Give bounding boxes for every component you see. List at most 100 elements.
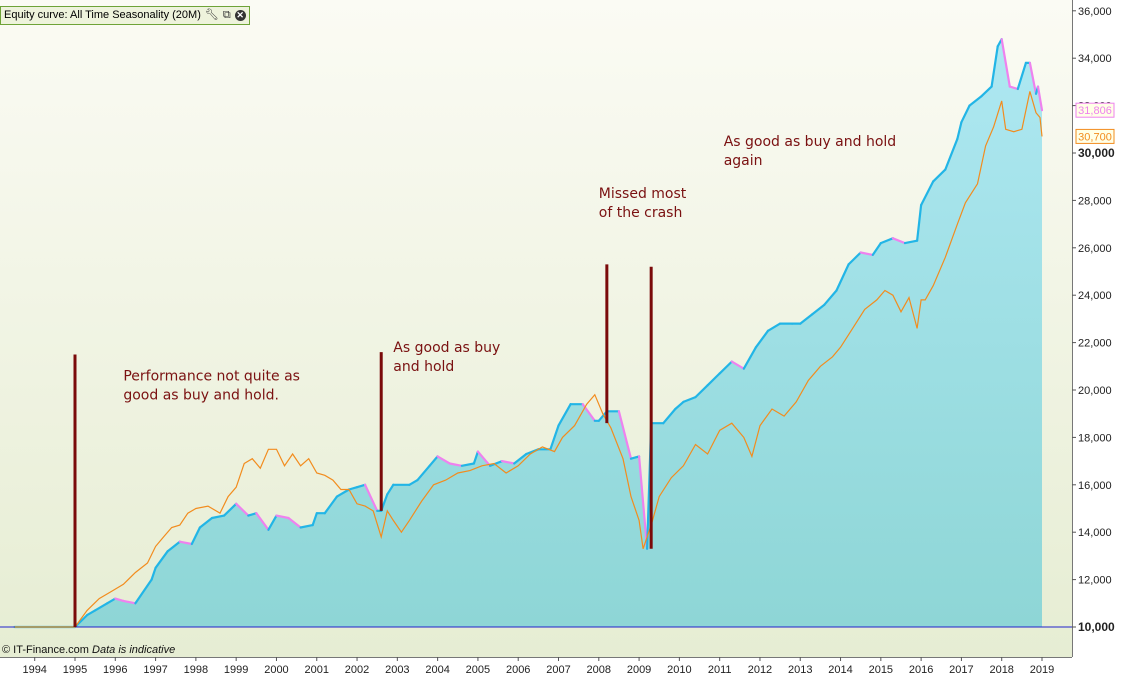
x-tick-label: 2007 xyxy=(546,664,570,676)
equity-line-segment xyxy=(637,455,649,550)
equity-line-segment xyxy=(617,410,633,460)
annotation-text: Missed most of the crash xyxy=(599,186,687,221)
equity-line-segment xyxy=(472,450,479,465)
x-tick-label: 2008 xyxy=(587,664,611,676)
y-tick-label: 34,000 xyxy=(1078,53,1112,65)
annotation-text-line: Missed most xyxy=(599,186,687,202)
equity-line-segment xyxy=(1028,61,1038,95)
equity-line-segment xyxy=(944,137,959,171)
y-tick-label: 26,000 xyxy=(1078,243,1112,255)
equity-line-segment xyxy=(799,313,814,325)
equity-line-segment xyxy=(694,384,709,399)
equity-line-segment xyxy=(178,540,193,546)
equity-line-segment xyxy=(823,289,838,306)
equity-line-segment xyxy=(255,512,270,531)
x-tick-label: 2015 xyxy=(869,664,893,676)
x-tick-label: 2003 xyxy=(385,664,409,676)
equity-line-segment xyxy=(706,372,721,387)
equity-line-segment xyxy=(190,526,201,546)
equity-last-value: 31,806 xyxy=(1078,105,1112,117)
x-tick-label: 2005 xyxy=(466,664,490,676)
equity-line-segment xyxy=(150,566,157,581)
equity-line-segment xyxy=(730,360,745,370)
equity-line-segment xyxy=(436,455,451,465)
copyright-text: © IT-Finance.com xyxy=(2,644,89,656)
y-tick-label: 30,000 xyxy=(1078,146,1115,160)
equity-line-segment xyxy=(488,460,504,467)
equity-line-segment xyxy=(93,602,109,612)
equity-area xyxy=(14,39,1042,627)
equity-line-segment xyxy=(847,251,862,266)
equity-line-segment xyxy=(386,483,395,496)
x-tick-label: 2012 xyxy=(748,664,772,676)
annotation-text: Performance not quite as good as buy and … xyxy=(123,369,300,404)
window-icon[interactable]: ⧉ xyxy=(222,9,231,21)
annotation-text-line: As good as buy and hold xyxy=(724,134,897,150)
x-tick-label: 1999 xyxy=(224,664,248,676)
y-tick-label: 20,000 xyxy=(1078,385,1112,397)
equity-line-segment xyxy=(1000,38,1011,88)
equity-line-segment xyxy=(871,242,882,256)
benchmark-last-value: 30,700 xyxy=(1078,131,1112,143)
equity-line-segment xyxy=(235,502,250,517)
equity-line-segment xyxy=(275,514,290,520)
equity-line-segment xyxy=(718,360,733,375)
equity-line-segment xyxy=(476,450,492,467)
equity-line-segment xyxy=(968,94,983,107)
equity-line-segment xyxy=(662,407,677,425)
equity-last-value-box xyxy=(1075,102,1115,118)
y-tick-label: 24,000 xyxy=(1078,290,1112,302)
annotation-text-line: As good as buy xyxy=(393,340,500,356)
equity-line-segment xyxy=(448,462,463,467)
equity-line-segment xyxy=(754,329,770,349)
annotation-text-line: good as buy and hold. xyxy=(123,388,279,404)
equity-line-segment xyxy=(210,514,226,520)
equity-line-segment xyxy=(355,483,367,489)
x-tick-label: 2001 xyxy=(305,664,329,676)
equity-line-segment xyxy=(742,346,758,370)
equity-line-segment xyxy=(247,512,258,517)
x-tick-label: 2017 xyxy=(949,664,973,676)
equity-line-segment xyxy=(364,483,379,512)
x-tick-label: 2006 xyxy=(506,664,530,676)
equity-line-segment xyxy=(956,121,963,140)
equity-line-segment xyxy=(990,45,999,88)
equity-line-segment xyxy=(267,514,278,531)
y-tick-label: 16,000 xyxy=(1078,480,1112,492)
y-tick-label: 36,000 xyxy=(1078,6,1112,18)
equity-line-segment xyxy=(919,180,935,207)
equity-line-segment xyxy=(223,502,238,517)
equity-line-segment xyxy=(859,251,874,256)
equity-line-segment xyxy=(835,263,850,292)
x-tick-label: 2002 xyxy=(345,664,369,676)
equity-line-segment xyxy=(198,516,214,529)
y-tick-label: 14,000 xyxy=(1078,527,1112,539)
x-tick-label: 2004 xyxy=(425,664,449,676)
x-tick-label: 1998 xyxy=(184,664,208,676)
y-tick-label: 18,000 xyxy=(1078,432,1112,444)
annotation-text-line: again xyxy=(724,153,763,169)
y-tick-label: 10,000 xyxy=(1078,620,1115,634)
equity-line-segment xyxy=(629,455,641,460)
equity-line-segment xyxy=(1008,85,1019,91)
x-tick-label: 2000 xyxy=(264,664,288,676)
equity-line-segment xyxy=(960,104,971,124)
annotation-text-line: Performance not quite as xyxy=(123,369,300,385)
equity-line-segment xyxy=(891,237,907,245)
benchmark-last-value-box xyxy=(1075,128,1115,144)
annotation-text: As good as buy and hold again xyxy=(724,134,897,169)
equity-line-segment xyxy=(134,578,153,605)
x-tick-label: 1996 xyxy=(103,664,127,676)
equity-line-segment xyxy=(549,424,560,451)
x-tick-label: 2016 xyxy=(909,664,933,676)
equity-line-segment xyxy=(299,523,314,529)
x-tick-label: 2018 xyxy=(989,664,1013,676)
y-tick-label: 22,000 xyxy=(1078,338,1112,350)
x-tick-label: 2013 xyxy=(788,664,812,676)
x-tick-label: 1994 xyxy=(22,664,46,676)
close-icon[interactable]: ✕ xyxy=(234,10,246,21)
equity-line-segment xyxy=(460,462,475,467)
equity-line-segment xyxy=(557,403,572,427)
wrench-icon[interactable]: 🔧︎ xyxy=(204,9,219,21)
indicator-label-box[interactable]: Equity curve: All Time Seasonality (20M)… xyxy=(0,6,250,25)
